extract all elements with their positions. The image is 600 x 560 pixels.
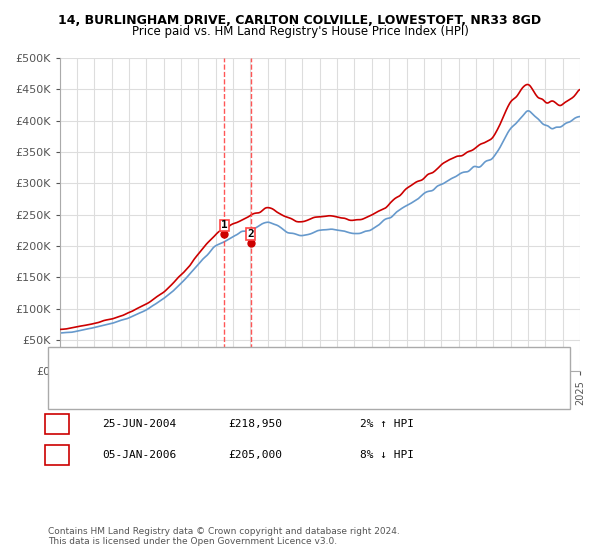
- Text: 25-JUN-2004: 25-JUN-2004: [102, 419, 176, 430]
- FancyBboxPatch shape: [220, 220, 229, 231]
- Text: Contains HM Land Registry data © Crown copyright and database right 2024.
This d: Contains HM Land Registry data © Crown c…: [48, 526, 400, 546]
- Text: Price paid vs. HM Land Registry's House Price Index (HPI): Price paid vs. HM Land Registry's House …: [131, 25, 469, 38]
- Text: 2% ↑ HPI: 2% ↑ HPI: [360, 419, 414, 430]
- FancyBboxPatch shape: [246, 228, 255, 240]
- Text: 14, BURLINGHAM DRIVE, CARLTON COLVILLE, LOWESTOFT, NR33 8GD: 14, BURLINGHAM DRIVE, CARLTON COLVILLE, …: [58, 14, 542, 27]
- Text: 8% ↓ HPI: 8% ↓ HPI: [360, 450, 414, 460]
- Text: 2: 2: [53, 450, 61, 460]
- Text: 2: 2: [247, 229, 254, 239]
- Text: 1: 1: [221, 220, 227, 230]
- Text: 1: 1: [53, 419, 61, 430]
- Text: £205,000: £205,000: [228, 450, 282, 460]
- Text: 14, BURLINGHAM DRIVE, CARLTON COLVILLE, LOWESTOFT, NR33 8GD (detached house): 14, BURLINGHAM DRIVE, CARLTON COLVILLE, …: [96, 359, 526, 369]
- Text: £218,950: £218,950: [228, 419, 282, 430]
- Text: 05-JAN-2006: 05-JAN-2006: [102, 450, 176, 460]
- Text: HPI: Average price, detached house, East Suffolk: HPI: Average price, detached house, East…: [96, 390, 335, 400]
